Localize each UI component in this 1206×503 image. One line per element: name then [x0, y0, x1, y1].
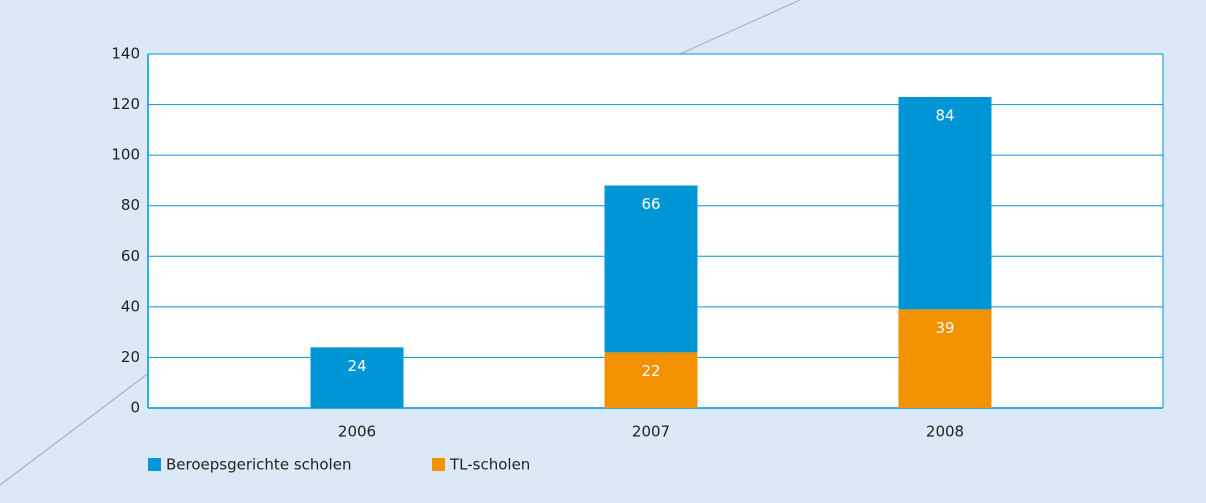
decor-line	[0, 371, 151, 486]
legend-label: Beroepsgerichte scholen	[166, 456, 351, 474]
value-label: 22	[641, 362, 660, 380]
bar-segment	[310, 347, 404, 408]
bar-segment	[604, 352, 698, 408]
bar-segment	[604, 185, 698, 353]
value-label: 84	[935, 106, 954, 124]
y-tick-label: 140	[111, 45, 140, 63]
value-label: 39	[935, 319, 954, 337]
legend-swatch	[432, 458, 445, 471]
legend-swatch	[148, 458, 161, 471]
y-tick-label: 60	[121, 247, 140, 265]
y-tick-label: 40	[121, 297, 140, 315]
value-label: 66	[641, 195, 660, 213]
y-tick-label: 100	[111, 146, 140, 164]
x-tick-label: 2007	[632, 423, 670, 441]
x-tick-label: 2008	[926, 423, 964, 441]
y-tick-label: 0	[130, 399, 140, 417]
bar-segment	[898, 96, 992, 310]
legend-label: TL-scholen	[449, 456, 530, 474]
decor-line	[679, 0, 801, 55]
value-label: 24	[347, 357, 366, 375]
y-tick-label: 120	[111, 95, 140, 113]
y-tick-label: 80	[121, 196, 140, 214]
x-tick-label: 2006	[338, 423, 376, 441]
y-tick-label: 20	[121, 348, 140, 366]
bar-segment	[898, 309, 992, 408]
